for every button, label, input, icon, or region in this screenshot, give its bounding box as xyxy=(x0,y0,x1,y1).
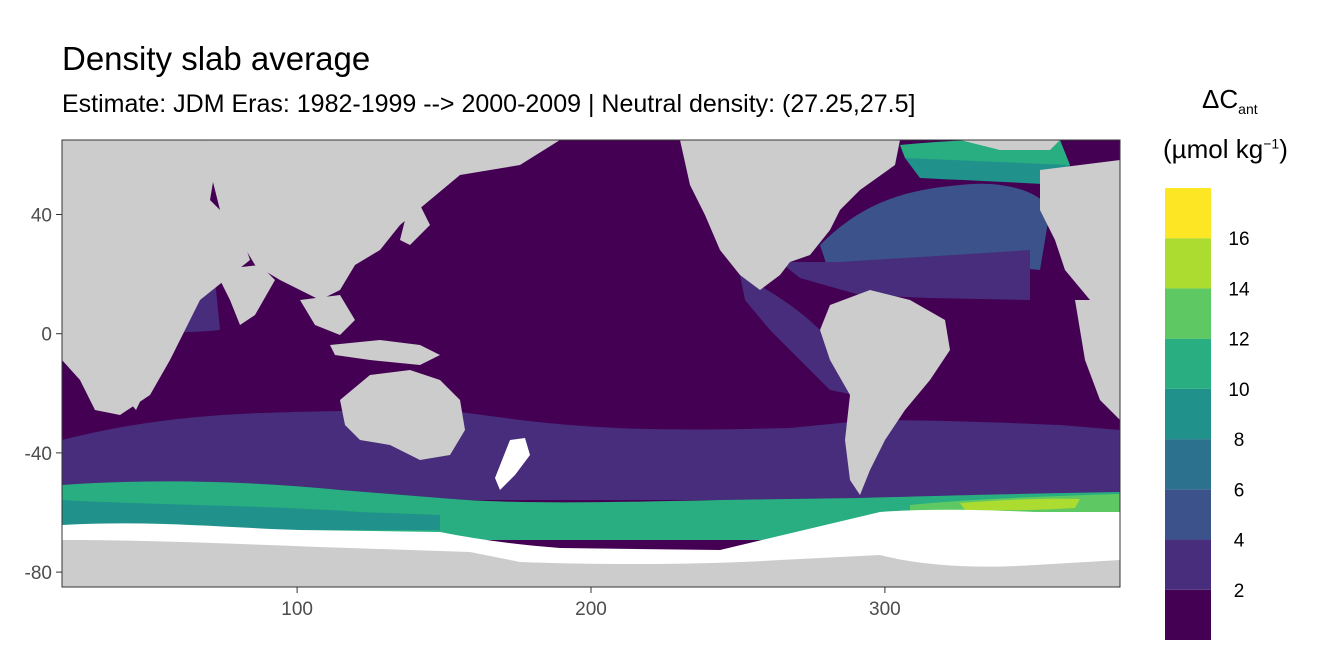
legend-break-label: 2 xyxy=(1234,581,1245,602)
legend-bin-5 xyxy=(1165,338,1211,389)
x-tick-label: 300 xyxy=(869,599,901,620)
new-zealand-land xyxy=(495,438,530,490)
east-pacific-coastal xyxy=(740,275,855,395)
greenland-land xyxy=(960,140,1060,150)
india-land xyxy=(215,265,275,325)
legend-bin-1 xyxy=(1165,539,1211,590)
y-tick-label: -40 xyxy=(25,444,52,465)
y-tick-label: 0 xyxy=(41,325,52,346)
antarctic-margin-inner xyxy=(62,500,440,530)
legend-break-label: 8 xyxy=(1234,430,1245,451)
legend-break-label: 12 xyxy=(1228,330,1249,351)
antarctica-land xyxy=(62,540,1120,587)
japan-land xyxy=(400,205,430,245)
europe-land xyxy=(1040,160,1120,300)
south-america-land xyxy=(820,290,950,495)
indonesia-land xyxy=(330,340,440,365)
subpolar-north-atlantic xyxy=(905,158,1070,185)
legend-colorbar: 2 4 6 8 10 12 14 16 xyxy=(1165,188,1250,640)
africa-land xyxy=(62,140,250,415)
legend-break-label: 16 xyxy=(1228,229,1249,250)
madagascar-land xyxy=(126,360,148,410)
x-tick-label: 200 xyxy=(575,599,607,620)
x-tick-label: 100 xyxy=(281,599,313,620)
southeast-asia-land xyxy=(300,295,355,335)
asia-land xyxy=(200,140,560,300)
north-atlantic-gyre xyxy=(780,250,1030,300)
legend-bin-2 xyxy=(1165,489,1211,540)
legend-title: ΔCant xyxy=(1202,84,1258,118)
map-panel xyxy=(62,140,1120,587)
y-tick-label: -80 xyxy=(25,563,52,584)
australia-land xyxy=(340,370,465,460)
legend-bin-7 xyxy=(1165,238,1211,289)
legend-unit: (µmol kg−1) xyxy=(1163,134,1288,164)
legend-break-label: 10 xyxy=(1228,380,1249,401)
legend-bin-3 xyxy=(1165,439,1211,490)
north-america-land xyxy=(680,140,900,290)
legend-break-label: 14 xyxy=(1228,279,1250,300)
legend-bin-8 xyxy=(1165,188,1211,239)
north-atlantic-region xyxy=(820,183,1050,275)
legend-break-label: 4 xyxy=(1234,531,1245,552)
weddell-sea-peak xyxy=(960,498,1080,511)
chart-title: Density slab average xyxy=(62,40,371,77)
legend-break-label: 6 xyxy=(1234,480,1245,501)
africa-east-wrap-land xyxy=(1075,300,1120,420)
y-tick-label: 40 xyxy=(31,206,52,227)
y-axis: 40 0 -40 -80 xyxy=(25,206,62,584)
legend-bin-4 xyxy=(1165,388,1211,440)
legend-bin-6 xyxy=(1165,288,1211,339)
chart-subtitle: Estimate: JDM Eras: 1982-1999 --> 2000-2… xyxy=(62,90,916,118)
x-axis: 100 200 300 xyxy=(281,587,901,620)
legend-bin-0 xyxy=(1165,589,1211,640)
